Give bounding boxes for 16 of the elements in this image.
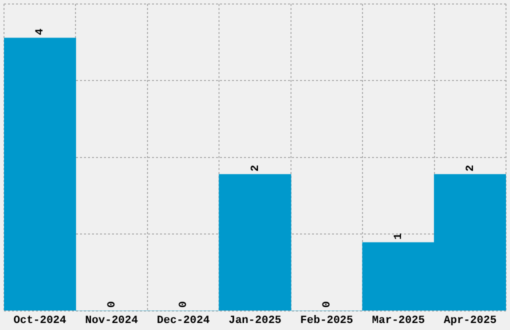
bar bbox=[4, 38, 76, 311]
data-label: 0 bbox=[321, 301, 334, 308]
data-label: 1 bbox=[393, 232, 406, 240]
data-label: 0 bbox=[178, 301, 190, 308]
x-tick-label: Oct-2024 bbox=[13, 315, 67, 328]
x-tick-label: Apr-2025 bbox=[444, 315, 497, 328]
bar bbox=[218, 174, 292, 311]
x-tick-label: Mar-2025 bbox=[372, 315, 426, 328]
x-tick-label: Jan-2025 bbox=[228, 315, 282, 328]
x-tick-label: Feb-2025 bbox=[300, 315, 354, 328]
data-label: 0 bbox=[106, 301, 118, 308]
data-label: 4 bbox=[34, 28, 47, 36]
x-tick-label: Dec-2024 bbox=[156, 315, 210, 328]
data-label: 2 bbox=[250, 164, 262, 172]
data-label: 2 bbox=[464, 164, 477, 172]
x-tick-label: Nov-2024 bbox=[85, 315, 138, 328]
